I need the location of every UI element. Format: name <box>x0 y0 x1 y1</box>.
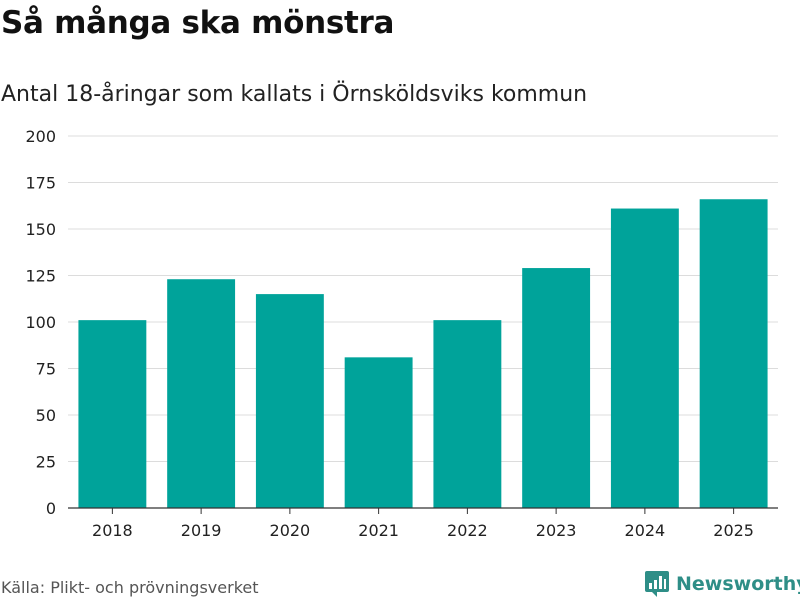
x-tick-label: 2024 <box>625 521 666 540</box>
x-tick-label: 2022 <box>447 521 488 540</box>
x-tick-label: 2019 <box>181 521 222 540</box>
y-tick-label: 175 <box>25 174 56 193</box>
bar <box>699 199 768 509</box>
bar <box>433 320 502 508</box>
y-tick-label: 200 <box>25 127 56 146</box>
source-note: Källa: Plikt- och prövningsverket <box>1 578 259 597</box>
bar-chart-icon <box>645 571 669 597</box>
y-tick-label: 25 <box>36 453 56 472</box>
x-tick-label: 2021 <box>358 521 399 540</box>
bar <box>255 294 324 508</box>
bar <box>610 208 679 509</box>
bar <box>522 268 591 508</box>
bar <box>78 320 147 508</box>
brand-name: Newsworthy <box>676 573 800 595</box>
y-tick-label: 100 <box>25 313 56 332</box>
bar <box>344 357 413 508</box>
y-tick-label: 0 <box>46 499 56 518</box>
y-tick-label: 150 <box>25 220 56 239</box>
y-tick-label: 125 <box>25 267 56 286</box>
brand-logo: Newsworthy <box>645 570 800 598</box>
chart-subtitle: Antal 18-åringar som kallats i Örnskölds… <box>1 82 588 107</box>
x-tick-label: 2018 <box>92 521 133 540</box>
y-tick-label: 50 <box>36 406 56 425</box>
bar <box>167 279 236 508</box>
y-tick-label: 75 <box>36 360 56 379</box>
x-tick-label: 2023 <box>536 521 577 540</box>
x-tick-label: 2025 <box>713 521 754 540</box>
chart-title: Så många ska mönstra <box>1 5 395 41</box>
x-tick-label: 2020 <box>270 521 311 540</box>
